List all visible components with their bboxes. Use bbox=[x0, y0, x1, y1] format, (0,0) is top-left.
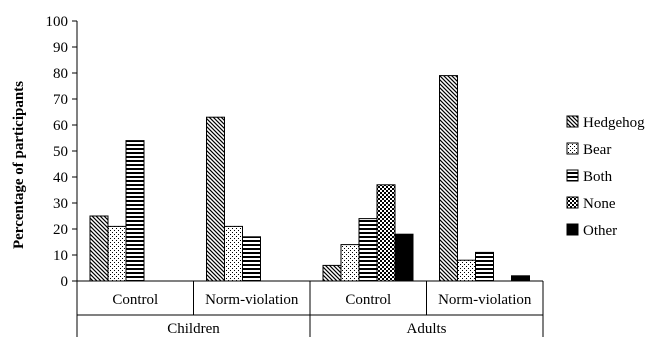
category-label: Control bbox=[112, 292, 158, 308]
legend-swatch-bear bbox=[566, 142, 579, 155]
y-tick-label: 50 bbox=[53, 144, 68, 160]
bar-hedgehog-3 bbox=[439, 75, 458, 282]
y-axis-label: Percentage of participants bbox=[11, 81, 27, 249]
y-tick-label: 70 bbox=[53, 92, 68, 108]
legend: Hedgehog Bear Both None Other bbox=[566, 115, 645, 239]
bar-none-2 bbox=[376, 184, 396, 282]
group-label: Adults bbox=[406, 321, 446, 337]
legend-label-bear: Bear bbox=[583, 142, 611, 158]
x-axis-labels: Control Norm-violation Control Norm-violati… bbox=[112, 292, 532, 337]
bar-hedgehog-1 bbox=[206, 116, 225, 282]
category-label: Norm-violation bbox=[205, 292, 299, 308]
y-tick-label: 40 bbox=[53, 170, 68, 186]
bar-both-3 bbox=[475, 251, 494, 282]
bar-other-2 bbox=[394, 233, 414, 282]
bar-both-2 bbox=[358, 218, 378, 282]
legend-swatch-none bbox=[566, 196, 579, 209]
y-tick-label: 90 bbox=[53, 40, 68, 56]
bar-both-1 bbox=[242, 236, 261, 282]
legend-label-other: Other bbox=[583, 223, 617, 239]
y-tick-label: 30 bbox=[53, 196, 68, 212]
group-label: Children bbox=[167, 321, 220, 337]
bar-both-0 bbox=[125, 140, 145, 282]
legend-label-hedgehog: Hedgehog bbox=[583, 115, 645, 131]
y-tick-label: 10 bbox=[53, 248, 68, 264]
bar-bear-1 bbox=[224, 225, 243, 282]
bar-bear-2 bbox=[340, 244, 360, 282]
bar-hedgehog-0 bbox=[89, 215, 109, 282]
legend-swatch-hedgehog bbox=[566, 115, 579, 128]
bars bbox=[89, 75, 530, 282]
category-label: Control bbox=[345, 292, 391, 308]
legend-label-both: Both bbox=[583, 169, 613, 185]
y-tick-label: 60 bbox=[53, 118, 68, 134]
y-tick-label: 0 bbox=[61, 274, 69, 290]
axes bbox=[76, 21, 544, 337]
category-label: Norm-violation bbox=[438, 292, 532, 308]
legend-swatch-both bbox=[566, 169, 579, 182]
bar-other-3 bbox=[511, 275, 530, 282]
legend-label-none: None bbox=[583, 196, 616, 212]
bar-bear-3 bbox=[457, 259, 476, 282]
y-tick-label: 80 bbox=[53, 66, 68, 82]
y-tick-label: 20 bbox=[53, 222, 68, 238]
bar-bear-0 bbox=[107, 225, 127, 282]
y-axis-ticks: 0 10 20 30 40 50 60 70 80 90 100 bbox=[46, 14, 77, 290]
legend-swatch-other bbox=[566, 223, 579, 236]
bar-hedgehog-2 bbox=[322, 264, 342, 282]
y-tick-label: 100 bbox=[46, 14, 69, 30]
